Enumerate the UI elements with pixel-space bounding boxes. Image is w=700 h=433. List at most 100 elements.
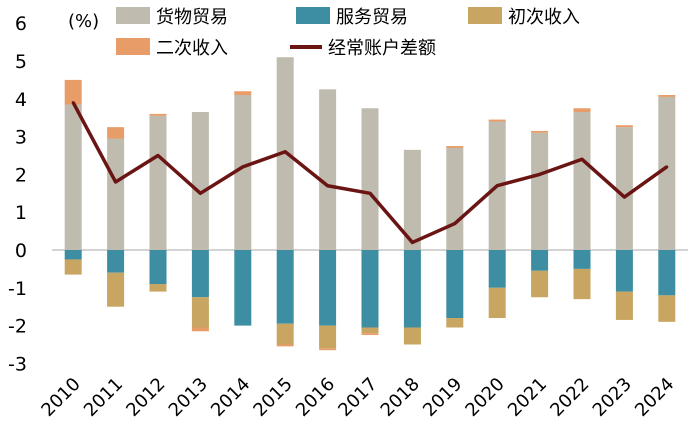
x-tick-label: 2013 [165,374,212,421]
y-tick-label: 4 [15,89,27,111]
bar-segment [615,250,633,292]
x-tick-label: 2024 [631,374,678,421]
bar-segment [658,295,676,322]
legend-item: 服务贸易 [296,7,408,28]
y-tick-label: -2 [8,316,27,338]
bar-segment [573,268,591,300]
line-point [283,150,287,154]
legend-item: 经常账户差额 [290,38,436,59]
bar-segment [488,250,506,288]
line-point [622,195,626,199]
bar-segment [64,79,82,105]
bar-segment [531,250,549,271]
bar-segment [658,250,676,296]
bar-segment [149,113,167,116]
bar-segment [149,250,167,285]
bar-segment [615,127,633,250]
bar-segment [107,127,125,139]
x-tick-label: 2010 [37,374,84,421]
bar-segment [615,291,633,320]
bar-segment [191,327,209,332]
legend-label: 初次收入 [508,7,580,28]
unit-label: (%) [68,11,99,32]
bar-segment [531,132,549,250]
legend-item: 二次收入 [116,38,228,59]
bar-segment [361,108,379,250]
bar-segment [64,259,82,275]
bar-segment [191,297,209,328]
bar-segment [64,104,82,250]
bar-segment [361,327,379,334]
bar-segment [573,108,591,113]
bar-segment [319,250,337,326]
y-tick-label: 2 [15,164,27,186]
line-point [580,157,584,161]
bar-segment [149,284,167,292]
line-point [538,172,542,176]
legend-swatch [468,7,502,24]
legend-label: 经常账户差额 [328,38,436,59]
bar-segment [446,250,464,319]
x-tick-label: 2018 [377,374,424,421]
line-point [665,165,669,169]
bar-segment [149,115,167,250]
bar-segment [107,272,125,307]
line-point [495,184,499,188]
bar-segment [403,149,421,250]
x-tick-label: 2019 [419,374,466,421]
legend-item: 初次收入 [468,7,580,28]
bar-segment [276,323,294,345]
bar-segment [573,250,591,269]
bar-segment [107,138,125,250]
x-tick-label: 2023 [589,374,636,421]
x-tick-label: 2015 [249,374,296,421]
line-point [453,222,457,226]
bar-segment [276,344,294,347]
line-point [368,191,372,195]
x-tick-label: 2012 [122,374,169,421]
line-point [198,191,202,195]
bar-segment [234,91,252,96]
line-point [71,101,75,105]
legend-label: 二次收入 [156,38,228,59]
y-tick-label: -1 [8,278,27,300]
bar-segment [488,119,506,122]
bar-segment [361,333,379,336]
bar-segment [446,147,464,250]
x-tick-label: 2020 [461,374,508,421]
bar-segment [191,250,209,298]
bar-segment [488,287,506,319]
line-layer [71,101,669,245]
x-tick-label: 2014 [207,374,254,421]
line-point [156,154,160,157]
bar-segment [64,250,82,260]
y-tick-label: 5 [15,51,27,73]
bar-segment [658,96,676,250]
bar-segment [107,250,125,273]
bar-segment [403,250,421,328]
bar-segment [276,250,294,324]
x-tick-label: 2016 [292,374,339,421]
bar-segment [531,270,549,298]
bar-segment [658,95,676,97]
y-tick-label: 1 [15,202,27,224]
line-point [114,180,118,184]
x-axis: 2010201120122013201420152016201720182019… [37,374,678,421]
legend-swatch [116,7,150,24]
bar-segment [319,348,337,351]
bar-segment [361,250,379,328]
legend-label: 服务贸易 [336,7,408,28]
bar-segment [403,327,421,345]
bar-segment [446,318,464,328]
y-tick-label: -3 [8,353,27,375]
bar-segment [615,125,633,128]
legend-label: 货物贸易 [156,7,228,28]
bar-segment [234,250,252,326]
x-tick-label: 2022 [546,374,593,421]
x-tick-label: 2017 [334,374,381,421]
legend-swatch [296,7,330,24]
line-point [326,184,330,188]
bar-segment [191,112,209,250]
x-tick-label: 2011 [80,374,127,421]
